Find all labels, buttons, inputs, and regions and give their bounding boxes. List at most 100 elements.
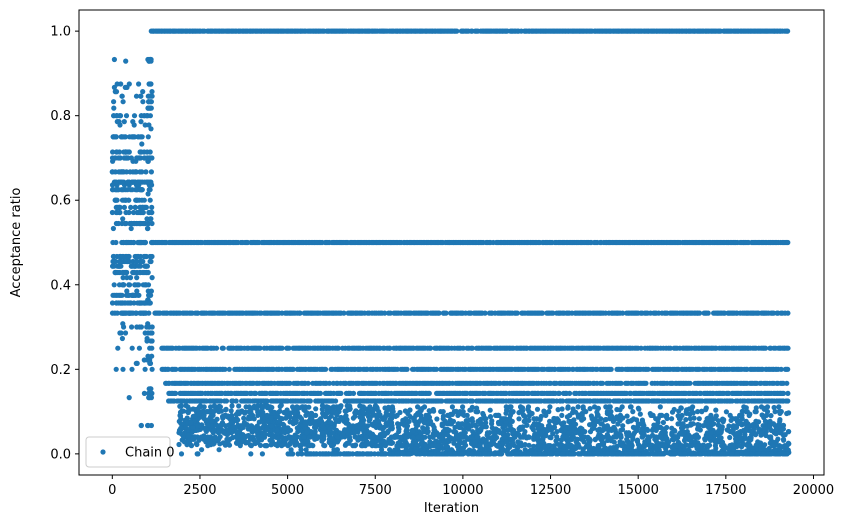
data-point: [145, 179, 152, 185]
data-point: [630, 409, 636, 415]
data-point: [626, 430, 632, 436]
data-point: [117, 263, 123, 269]
data-point: [145, 269, 151, 276]
data-point: [118, 81, 124, 87]
data-point: [127, 169, 133, 175]
data-point: [130, 269, 136, 276]
data-point: [129, 179, 135, 185]
data-point: [140, 310, 146, 316]
data-point: [116, 204, 122, 210]
data-point: [137, 300, 143, 306]
data-point: [141, 197, 147, 203]
data-point: [109, 300, 116, 306]
data-point: [199, 447, 205, 453]
data-point: [145, 288, 151, 294]
data-point: [148, 330, 154, 336]
data-point: [213, 345, 220, 351]
data-point: [146, 386, 152, 392]
data-point: [785, 398, 791, 404]
data-point: [608, 366, 614, 372]
data-point: [128, 263, 134, 269]
data-point: [137, 169, 143, 175]
data-point: [114, 209, 120, 216]
data-point: [148, 58, 154, 64]
data-point: [111, 99, 117, 105]
data-point: [713, 407, 719, 413]
data-point: [124, 288, 130, 294]
data-point: [137, 324, 143, 330]
data-point: [696, 416, 702, 422]
data-point: [145, 134, 151, 140]
data-point: [110, 225, 116, 232]
data-point: [138, 422, 144, 429]
data-point: [148, 216, 154, 222]
data-point: [136, 345, 142, 351]
data-point: [132, 204, 138, 210]
data-point: [144, 338, 150, 344]
data-point: [134, 275, 140, 281]
data-point: [145, 225, 151, 232]
data-point: [120, 321, 126, 327]
data-point: [126, 197, 132, 203]
data-point: [129, 345, 135, 351]
data-point: [146, 99, 152, 105]
data-point: [149, 390, 155, 396]
data-point: [139, 141, 145, 147]
data-point: [113, 366, 119, 372]
data-point: [121, 239, 127, 246]
data-point: [118, 258, 124, 265]
data-point: [111, 263, 117, 269]
data-point: [138, 119, 144, 125]
data-point: [539, 310, 546, 316]
data-point: [133, 93, 140, 99]
data-point: [115, 269, 121, 276]
data-point: [125, 179, 131, 185]
data-point: [128, 300, 134, 306]
data-point: [697, 310, 703, 316]
data-point: [687, 380, 693, 386]
data-point: [113, 89, 120, 95]
data-point: [136, 282, 142, 288]
data-point: [128, 225, 134, 232]
data-point: [110, 239, 116, 246]
data-point: [147, 258, 153, 265]
data-point: [119, 300, 125, 306]
data-point: [147, 197, 153, 203]
data-point: [123, 209, 129, 216]
data-point: [126, 395, 132, 401]
data-point: [142, 366, 148, 372]
data-point: [768, 413, 774, 419]
data-point: [138, 187, 145, 193]
data-point: [226, 366, 232, 372]
data-point: [286, 345, 292, 351]
data-point: [120, 216, 126, 222]
data-point: [131, 209, 137, 216]
data-point: [146, 292, 152, 298]
data-point: [142, 239, 148, 246]
data-point: [117, 330, 123, 336]
data-point: [115, 155, 121, 161]
data-point: [350, 390, 357, 396]
data-point: [123, 269, 129, 276]
data-point: [496, 421, 502, 427]
data-point: [149, 338, 155, 344]
data-point: [114, 187, 120, 193]
data-point: [123, 113, 130, 119]
data-point: [426, 390, 432, 396]
data-point: [119, 179, 125, 185]
data-point: [134, 360, 140, 366]
data-point: [146, 310, 152, 316]
data-point: [129, 220, 135, 227]
data-point: [136, 292, 142, 298]
data-point: [121, 204, 127, 210]
data-point: [643, 380, 649, 386]
data-point: [145, 158, 151, 164]
data-point: [113, 179, 119, 185]
data-point: [149, 204, 155, 210]
data-point: [128, 204, 134, 210]
data-point: [637, 411, 643, 417]
data-point: [122, 220, 128, 227]
data-point: [145, 191, 151, 197]
data-point: [147, 360, 153, 366]
data-point: [449, 404, 455, 410]
